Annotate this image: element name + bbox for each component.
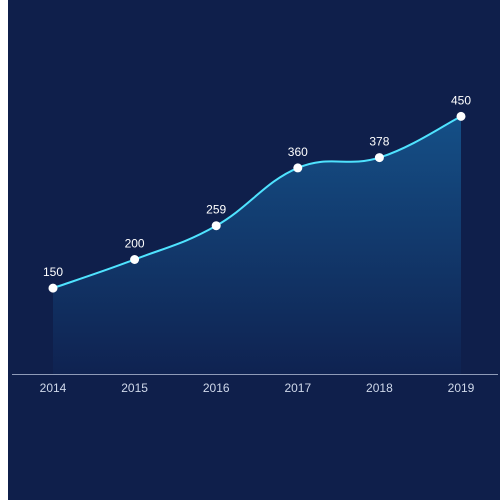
area-fill (53, 116, 461, 374)
data-point-2018 (374, 153, 384, 163)
x-tick-label-2017: 2017 (284, 381, 311, 395)
series-line (52, 115, 462, 290)
data-label-2014: 150 (43, 265, 63, 279)
data-point-2017 (293, 163, 303, 173)
x-tick-label-2018: 2018 (366, 381, 393, 395)
chart-marks: 150 2014 200 2015 259 2016 360 2017 378 2018 450 20… (40, 93, 475, 395)
data-label-2017: 360 (288, 145, 308, 159)
data-label-2015: 200 (125, 237, 145, 251)
area-chart: 150 2014 200 2015 259 2016 360 2017 378 2018 450 20… (12, 93, 498, 395)
data-point-2015 (130, 255, 140, 264)
data-label-2018: 378 (369, 135, 389, 149)
x-tick-label-2014: 2014 (40, 381, 67, 395)
x-tick-label-2015: 2015 (121, 381, 148, 395)
data-point-2019 (456, 111, 466, 121)
data-point-2016 (211, 221, 221, 231)
data-label-2016: 259 (206, 203, 226, 217)
data-label-2019: 450 (451, 93, 471, 107)
chart-panel: 150 2014 200 2015 259 2016 360 2017 378 2018 450 20… (8, 0, 500, 500)
x-tick-label-2016: 2016 (203, 381, 230, 395)
x-tick-label-2019: 2019 (448, 381, 475, 395)
data-point-2014 (48, 283, 58, 293)
